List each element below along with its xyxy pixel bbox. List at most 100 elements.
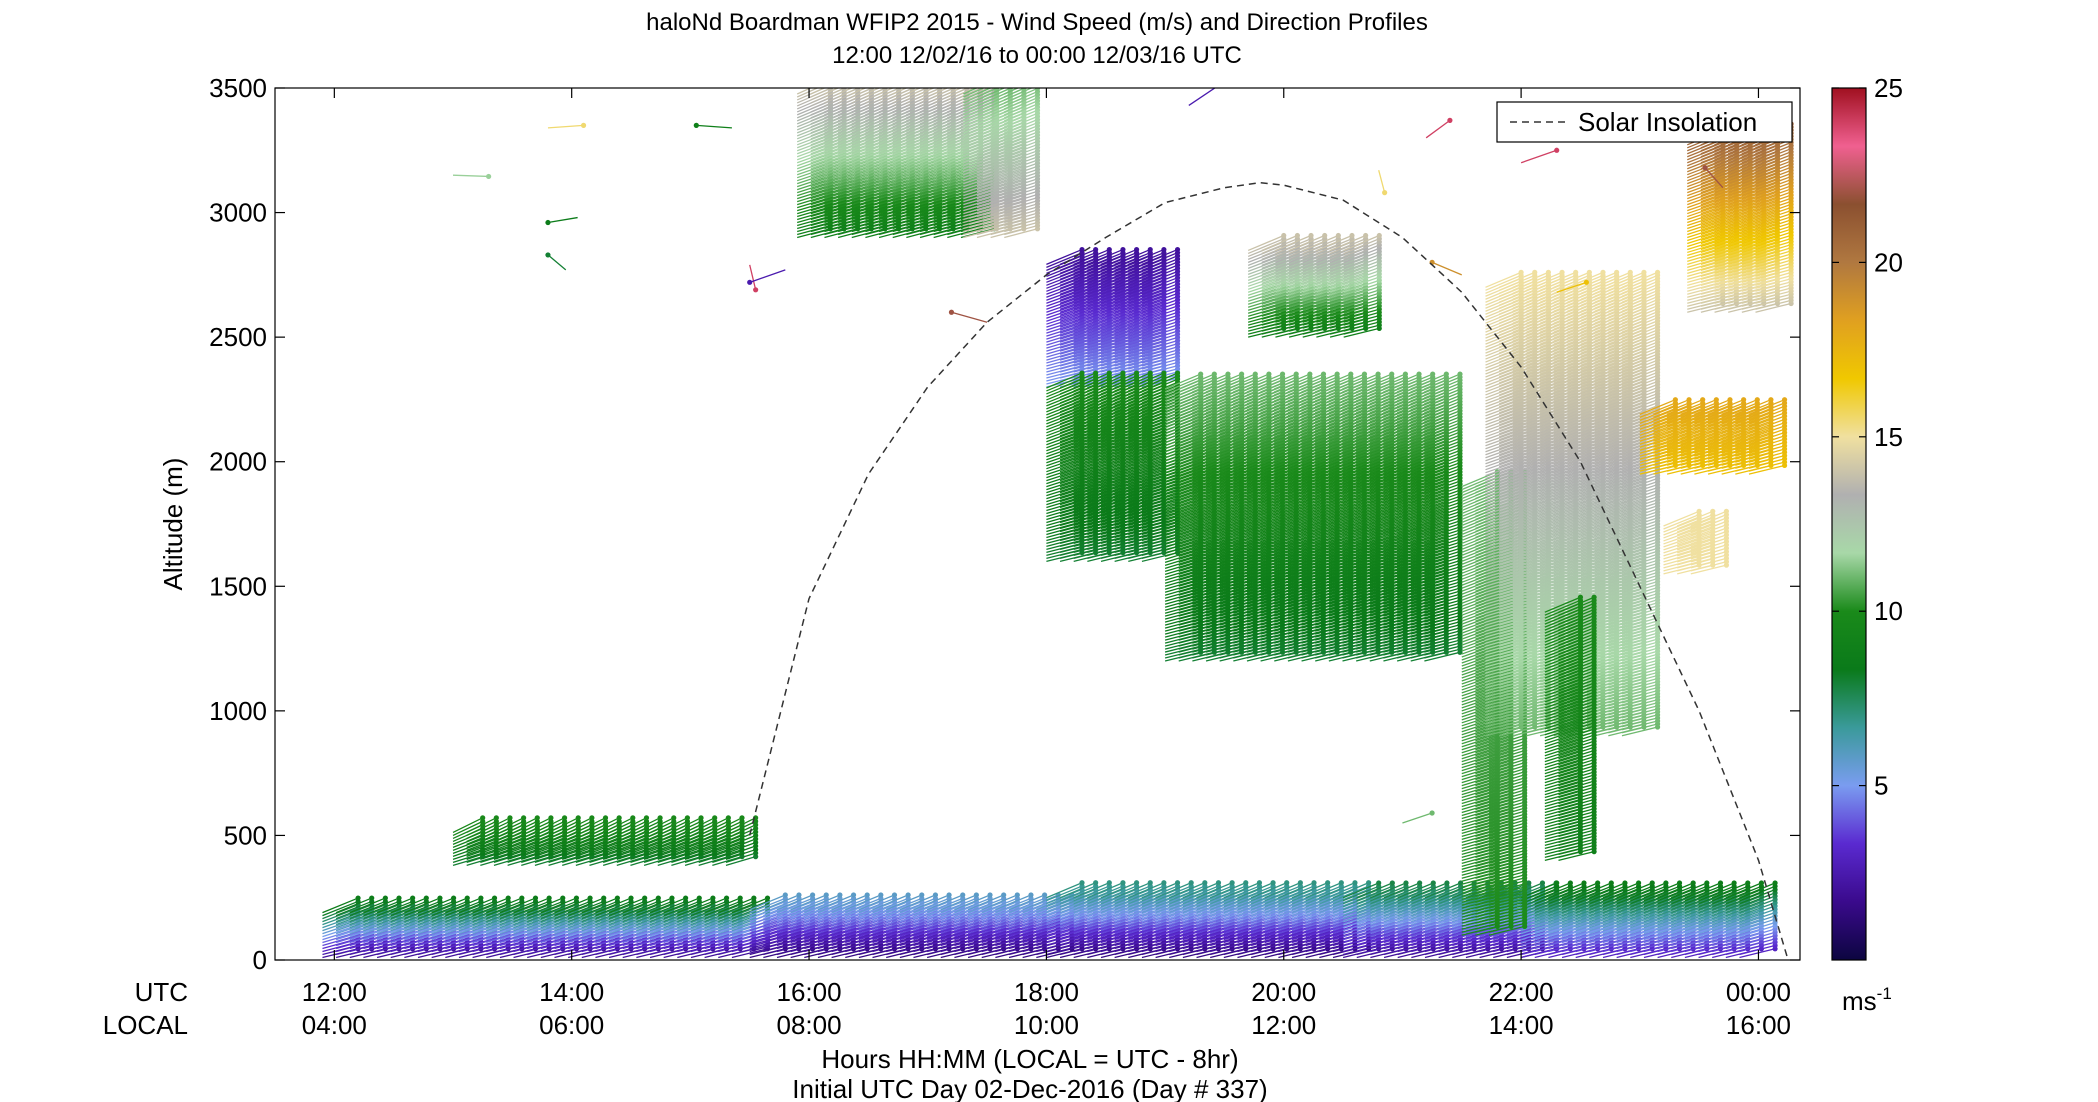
wind-barb <box>390 910 427 926</box>
wind-barb-tip <box>1133 880 1140 886</box>
wind-barb <box>458 897 495 914</box>
wind-barb-tip <box>1079 880 1085 886</box>
wind-barb-tip <box>1325 880 1331 886</box>
wind-barb <box>322 931 359 944</box>
wind-barb-tip <box>521 815 527 821</box>
wind-barb <box>322 897 359 914</box>
wind-barb <box>431 931 468 944</box>
wind-barb-tip <box>1758 880 1765 886</box>
wind-barb-tip <box>1595 880 1601 886</box>
wind-barb <box>458 910 495 926</box>
wind-barb-tip <box>1376 880 1382 886</box>
wind-barb <box>431 897 468 914</box>
wind-barb <box>486 910 523 926</box>
wind-barb-tip <box>507 815 513 821</box>
wind-barb <box>363 931 400 944</box>
wind-barb <box>322 910 359 926</box>
wind-barb-tip <box>1001 892 1007 898</box>
wind-barb <box>322 900 359 917</box>
wind-barb-tip <box>575 815 581 821</box>
wind-barb-tip <box>946 892 952 898</box>
wind-barb <box>335 931 372 944</box>
wind-barb-tip <box>519 895 525 901</box>
wind-barb-tip <box>932 892 939 898</box>
wind-barb-tip <box>1256 880 1263 886</box>
wind-barb <box>376 904 413 920</box>
wind-barb-tip <box>751 895 757 901</box>
wind-barb-tip <box>423 895 429 901</box>
wind-barb <box>376 900 413 917</box>
wind-barb-tip <box>601 895 607 901</box>
wind-barb-tip <box>1608 880 1614 886</box>
wind-barb-tip <box>451 895 457 901</box>
wind-barb-tip <box>1174 880 1181 886</box>
wind-barb-tip <box>973 892 979 898</box>
wind-barb-tip <box>1202 880 1208 886</box>
wind-barb-tip <box>491 895 498 901</box>
wind-barb-tip <box>534 815 540 821</box>
wind-barb-tip <box>1243 880 1249 886</box>
wind-barb-tip <box>1120 880 1126 886</box>
wind-barb <box>349 900 386 917</box>
wind-barb-tip <box>841 80 846 85</box>
wind-barb-tip <box>1704 880 1710 886</box>
wind-barb-tip <box>602 815 609 821</box>
wind-barb-tip <box>764 895 771 901</box>
wind-barb <box>445 910 482 926</box>
wind-barb-tip <box>642 895 648 901</box>
wind-barb <box>417 904 454 920</box>
wind-barb-tip <box>546 895 552 901</box>
wind-barb <box>431 904 468 920</box>
wind-barb <box>390 900 427 917</box>
wind-barb-tip <box>1147 880 1153 886</box>
wind-barb-tip <box>823 892 829 898</box>
wind-barb-tip <box>1106 880 1112 886</box>
wind-barb <box>445 900 482 917</box>
wind-barb-tip <box>712 815 718 821</box>
wind-barb-tip <box>1539 880 1546 886</box>
wind-barb-tip <box>1229 880 1235 886</box>
wind-barb-tip <box>1284 880 1290 886</box>
wind-barb <box>335 900 372 917</box>
wind-barb-tip <box>1014 892 1020 898</box>
wind-barb-tip <box>683 895 689 901</box>
wind-barb-tip <box>628 895 634 901</box>
wind-barb-tip <box>478 895 484 901</box>
wind-barb <box>322 904 359 920</box>
wind-barb-tip <box>1676 880 1683 886</box>
wind-barb <box>458 907 495 923</box>
wind-barb-tip <box>657 815 663 821</box>
wind-barb-tip <box>828 76 833 81</box>
wind-barb-tip <box>1581 880 1587 886</box>
wind-barb <box>472 934 509 947</box>
wind-barb <box>376 907 413 923</box>
wind-barb-tip <box>1093 880 1099 886</box>
wind-barb-tip <box>1717 880 1724 886</box>
wind-barb-tip <box>480 815 486 821</box>
wind-barb <box>472 907 509 923</box>
wind-barb-tip <box>1188 880 1194 886</box>
wind-barb <box>472 910 509 926</box>
wind-barb-tip <box>855 80 860 85</box>
wind-barb <box>431 907 468 923</box>
wind-barb <box>335 897 372 914</box>
wind-barb-tip <box>561 815 568 821</box>
wind-barb <box>335 907 372 923</box>
wind-barb-tip <box>737 895 743 901</box>
wind-barb-tip <box>1338 880 1344 886</box>
wind-barb <box>363 907 400 923</box>
wind-barb-tip <box>573 895 580 901</box>
wind-barb-tip <box>960 892 966 898</box>
wind-barb <box>376 934 413 947</box>
wind-barb-tip <box>630 815 636 821</box>
wind-barb-tip <box>643 815 650 821</box>
wind-barb <box>458 904 495 920</box>
wind-barb-tip <box>1311 880 1317 886</box>
wind-barb <box>486 900 523 917</box>
wind-barb <box>431 900 468 917</box>
wind-barb <box>349 907 386 923</box>
wind-barb <box>404 900 441 917</box>
wind-barb-tip <box>739 815 745 821</box>
wind-barb-tip <box>796 892 802 898</box>
wind-barb-tip <box>1745 880 1751 886</box>
